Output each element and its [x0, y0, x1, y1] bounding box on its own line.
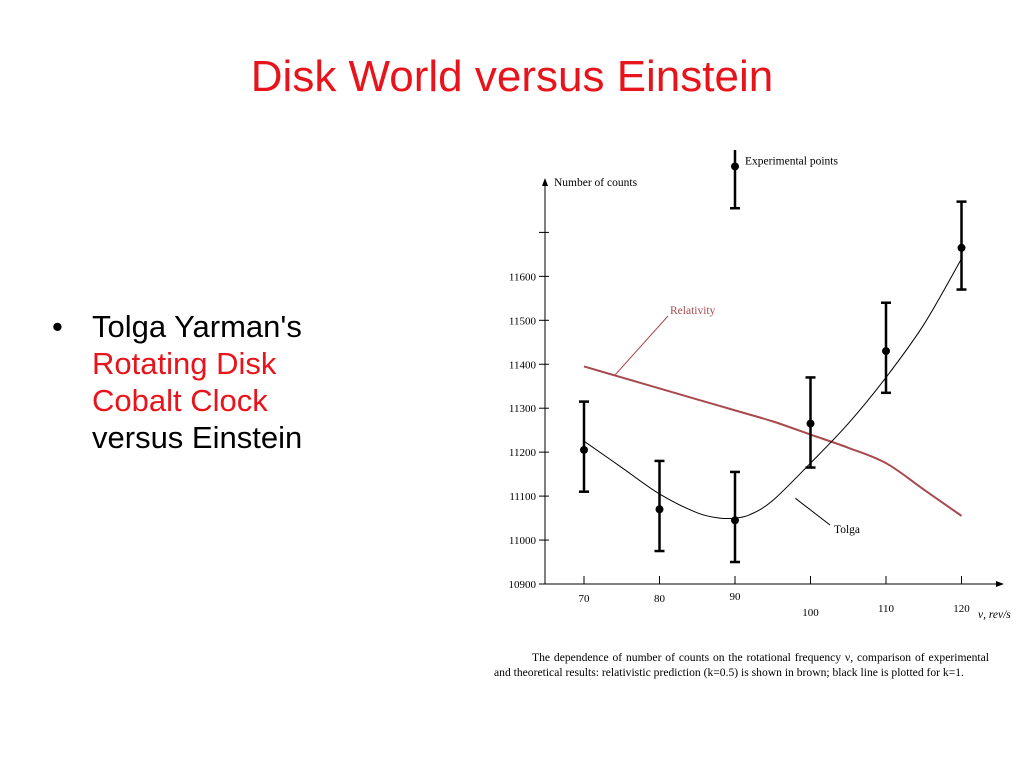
- data-point: [957, 243, 966, 252]
- tolga-leader-line: [795, 497, 831, 526]
- x-tick-label: 70: [579, 593, 591, 605]
- relativity-curve: [583, 365, 963, 517]
- x-tick-label: 110: [878, 603, 895, 615]
- legend-label-experimental: Experimental points: [745, 155, 838, 167]
- bullet-line-2: Rotating Disk: [92, 346, 277, 381]
- relativity-label: Relativity: [670, 305, 716, 317]
- y-axis-label: Number of counts: [554, 177, 638, 189]
- figure-caption: The dependence of number of counts on th…: [494, 651, 989, 679]
- x-tick-label: 100: [802, 607, 819, 619]
- y-tick-label: 11600: [509, 271, 537, 283]
- x-tick-label: 120: [953, 603, 970, 615]
- data-point: [731, 516, 739, 525]
- tolga-curve: [583, 258, 962, 520]
- chart-curves: [583, 258, 963, 520]
- data-point: [882, 347, 890, 356]
- relativity-leader-line: [614, 315, 669, 376]
- y-tick-label: 11200: [509, 447, 537, 459]
- bullet-line-4: versus Einstein: [92, 420, 303, 455]
- bullet-line-1: Tolga Yarman's: [92, 309, 302, 344]
- y-tick-label: 11500: [509, 315, 537, 327]
- tolga-label: Tolga: [834, 524, 860, 536]
- legend-point: [731, 162, 739, 171]
- y-axis-arrow-icon: [542, 178, 548, 186]
- chart-labels: 10900 11000 11100 11200 11300 11400 11500 11600…: [509, 155, 1012, 621]
- x-tick-label: 80: [654, 593, 666, 605]
- y-tick-label: 11000: [509, 535, 537, 547]
- data-point: [655, 505, 664, 514]
- counts-vs-frequency-chart: 10900 11000 11100 11200 11300 11400 11500 11600…: [509, 150, 1012, 621]
- chart-axes: [539, 178, 1004, 587]
- y-tick-label: 11100: [509, 491, 536, 503]
- bullet-item: Tolga Yarman's Rotating Disk Cobalt Cloc…: [92, 308, 392, 456]
- x-tick-label: 90: [730, 591, 742, 603]
- bullet-line-3: Cobalt Clock: [92, 383, 268, 418]
- slide-title: Disk World versus Einstein: [250, 52, 774, 101]
- bullet-icon: •: [52, 309, 63, 344]
- chart-points: [579, 150, 967, 564]
- data-point: [806, 419, 815, 428]
- y-tick-label: 11300: [509, 403, 537, 415]
- x-axis-label: ν, rev/s: [978, 609, 1011, 621]
- y-tick-label: 11400: [509, 359, 537, 371]
- y-tick-label: 10900: [509, 579, 537, 591]
- data-point: [580, 445, 588, 454]
- x-axis-arrow-icon: [996, 581, 1004, 587]
